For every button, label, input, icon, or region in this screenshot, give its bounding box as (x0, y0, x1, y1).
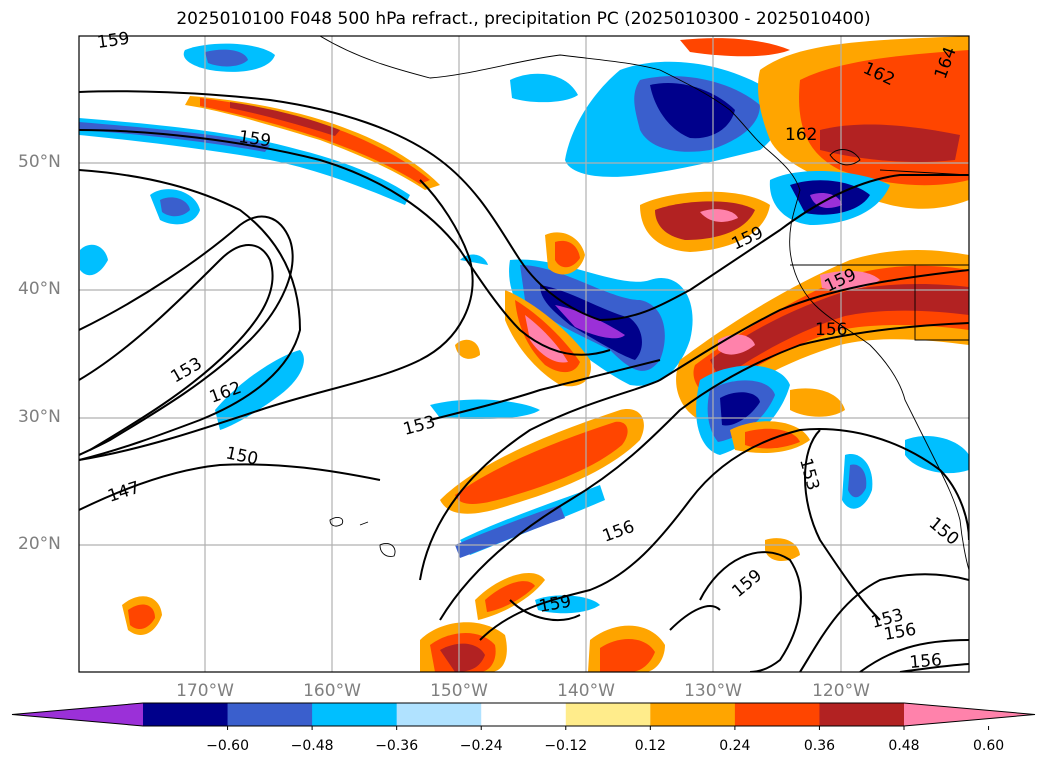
colorbar (11, 702, 1036, 730)
lat-label-40n: 40°N (18, 279, 61, 299)
contour-label: 162 (785, 125, 817, 145)
coastlines (319, 36, 969, 571)
colorbar-segment (819, 703, 905, 726)
colorbar-extend-low (12, 703, 143, 726)
colorbar-tick-label: 0.48 (888, 738, 920, 754)
lat-label-30n: 30°N (18, 407, 61, 427)
contour-label: 159 (96, 29, 131, 53)
colorbar-tick-label: −0.36 (375, 738, 419, 754)
colorbar-segment (143, 703, 229, 726)
lon-label-170w: 170°W (176, 681, 234, 701)
colorbar-segment (312, 703, 398, 726)
map-title: 2025010100 F048 500 hPa refract., precip… (176, 9, 871, 29)
lon-label-130w: 130°W (684, 681, 742, 701)
colorbar-segment (650, 703, 736, 726)
colorbar-tick-label: −0.48 (290, 738, 334, 754)
graticule (79, 36, 969, 672)
colorbar-tick-label: 0.24 (719, 738, 751, 754)
lon-label-150w: 150°W (430, 681, 488, 701)
colorbar-tick-label: 0.12 (634, 738, 666, 754)
lon-label-160w: 160°W (303, 681, 361, 701)
colorbar-tick-label: −0.24 (459, 738, 503, 754)
contour-label: 159 (237, 127, 272, 151)
lat-label-20n: 20°N (18, 534, 61, 554)
colorbar-tick-label: 0.60 (972, 738, 1005, 754)
colorbar-segment (734, 703, 820, 726)
contour-label: 156 (815, 320, 847, 340)
lat-label-50n: 50°N (18, 152, 61, 172)
refractivity-contours (79, 90, 969, 672)
colorbar-segment (481, 703, 567, 726)
map-frame (78, 35, 970, 673)
colorbar-extend-high (904, 703, 1035, 726)
contour-label: 156 (909, 650, 943, 673)
colorbar-tick-label: 0.36 (803, 738, 836, 754)
colorbar-segment (565, 703, 651, 726)
colorbar-segment (227, 703, 313, 726)
colorbar-outline (11, 702, 1036, 727)
lon-label-140w: 140°W (557, 681, 615, 701)
lon-label-120w: 120°W (812, 681, 870, 701)
colorbar-segment (396, 703, 482, 726)
colorbar-tick-label: −0.12 (544, 738, 588, 754)
colorbar-tick-label: −0.60 (206, 738, 249, 754)
